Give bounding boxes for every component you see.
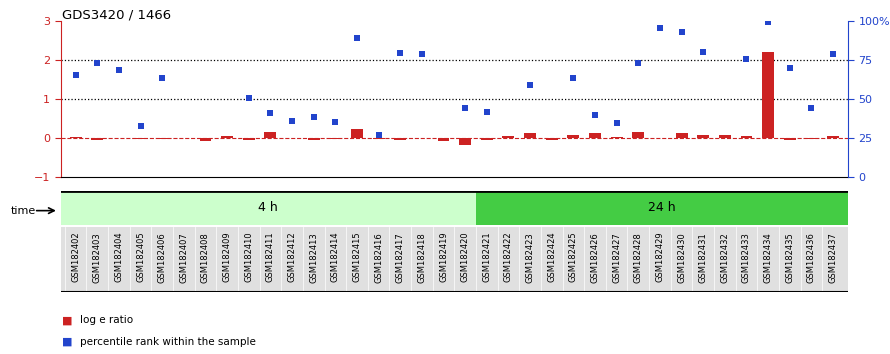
Bar: [676, 133, 687, 138]
Text: GSM182426: GSM182426: [590, 232, 600, 282]
Text: GSM182421: GSM182421: [482, 232, 491, 282]
Bar: [351, 130, 363, 138]
Text: GDS3420 / 1466: GDS3420 / 1466: [62, 9, 172, 22]
Bar: [157, 138, 168, 139]
Bar: [481, 138, 493, 141]
Text: GSM182413: GSM182413: [309, 232, 319, 282]
Bar: [222, 136, 233, 138]
Text: GSM182415: GSM182415: [352, 232, 361, 282]
Text: GSM182430: GSM182430: [677, 232, 686, 282]
Text: 24 h: 24 h: [648, 201, 676, 215]
Text: GSM182434: GSM182434: [764, 232, 773, 282]
Bar: [459, 138, 471, 145]
Text: log e ratio: log e ratio: [80, 315, 134, 325]
Text: GSM182436: GSM182436: [807, 232, 816, 283]
Text: ■: ■: [62, 315, 73, 325]
Bar: [199, 138, 212, 141]
Text: GSM182402: GSM182402: [71, 232, 80, 282]
Text: ■: ■: [62, 337, 73, 347]
Text: GSM182428: GSM182428: [634, 232, 643, 282]
Text: GSM182427: GSM182427: [612, 232, 621, 282]
Text: GSM182408: GSM182408: [201, 232, 210, 282]
Text: GSM182405: GSM182405: [136, 232, 145, 282]
Text: GSM182433: GSM182433: [742, 232, 751, 283]
Bar: [394, 138, 406, 140]
Bar: [762, 52, 774, 138]
Bar: [69, 137, 82, 138]
Bar: [611, 137, 623, 138]
Bar: [546, 138, 558, 140]
Bar: [373, 138, 384, 139]
Bar: [308, 138, 320, 141]
Text: GSM182409: GSM182409: [222, 232, 231, 282]
Bar: [805, 138, 817, 139]
Text: GSM182403: GSM182403: [93, 232, 101, 282]
Text: GSM182416: GSM182416: [374, 232, 383, 282]
Text: percentile rank within the sample: percentile rank within the sample: [80, 337, 256, 347]
Text: GSM182431: GSM182431: [699, 232, 708, 282]
Text: GSM182429: GSM182429: [655, 232, 665, 282]
Text: GSM182435: GSM182435: [785, 232, 794, 282]
Text: GSM182407: GSM182407: [180, 232, 189, 282]
Bar: [697, 135, 709, 138]
Bar: [503, 136, 514, 138]
Bar: [329, 138, 341, 139]
Bar: [243, 138, 255, 139]
Text: GSM182406: GSM182406: [158, 232, 166, 282]
Text: GSM182418: GSM182418: [417, 232, 426, 282]
Text: GSM182432: GSM182432: [720, 232, 729, 282]
Bar: [827, 136, 839, 138]
Bar: [476, 191, 848, 225]
Text: GSM182414: GSM182414: [331, 232, 340, 282]
Bar: [568, 135, 579, 138]
Bar: [264, 132, 277, 138]
Text: GSM182417: GSM182417: [396, 232, 405, 282]
Text: GSM182437: GSM182437: [829, 232, 837, 283]
Bar: [92, 138, 103, 140]
Text: GSM182425: GSM182425: [569, 232, 578, 282]
Bar: [438, 138, 449, 141]
Bar: [632, 132, 644, 138]
Bar: [740, 136, 752, 138]
Text: GSM182420: GSM182420: [461, 232, 470, 282]
Bar: [134, 138, 147, 139]
Text: 4 h: 4 h: [258, 201, 279, 215]
Bar: [784, 138, 796, 140]
Bar: [61, 191, 476, 225]
Text: time: time: [11, 206, 36, 216]
Text: GSM182404: GSM182404: [115, 232, 124, 282]
Text: GSM182422: GSM182422: [504, 232, 513, 282]
Bar: [719, 135, 731, 138]
Text: GSM182423: GSM182423: [526, 232, 535, 282]
Text: GSM182411: GSM182411: [266, 232, 275, 282]
Text: GSM182410: GSM182410: [244, 232, 254, 282]
Text: GSM182412: GSM182412: [287, 232, 296, 282]
Bar: [524, 133, 536, 138]
Bar: [589, 133, 601, 138]
Text: GSM182424: GSM182424: [547, 232, 556, 282]
Text: GSM182419: GSM182419: [439, 232, 448, 282]
